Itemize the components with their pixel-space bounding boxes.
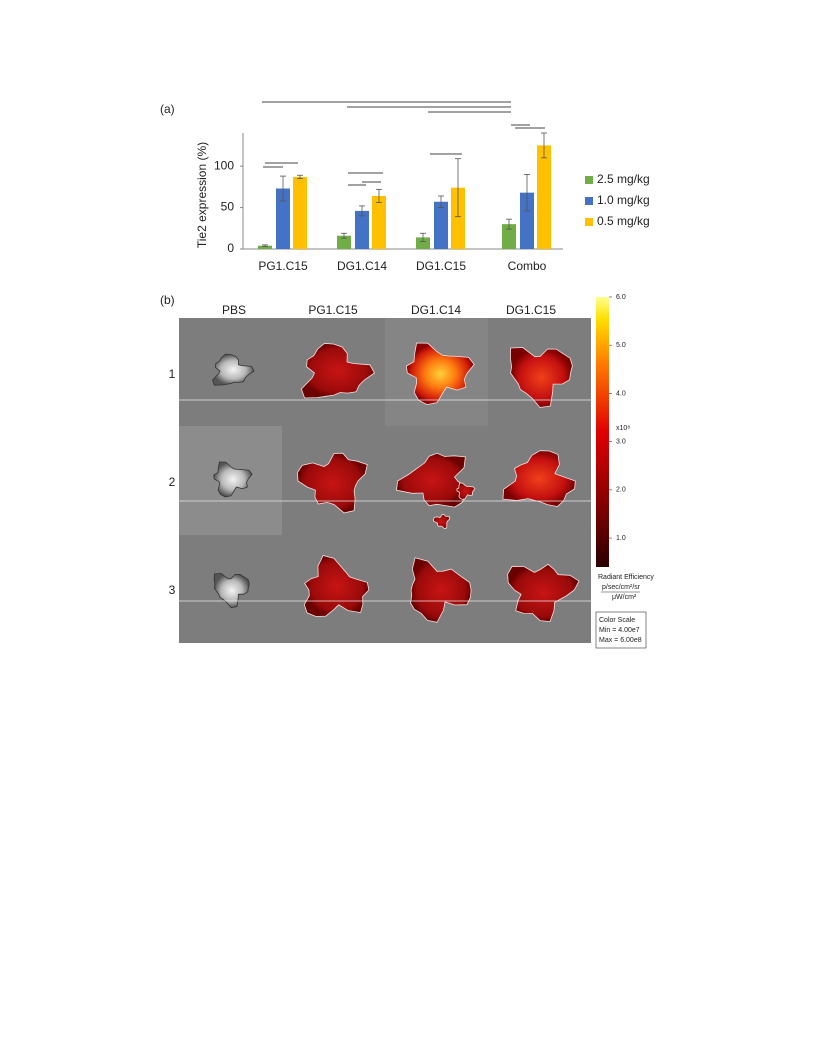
colorbar-tick-label: 3.0 — [616, 438, 626, 445]
tissue-blob — [433, 514, 451, 529]
panel-label: (b) — [160, 293, 175, 307]
bar — [520, 192, 534, 249]
scan-lines — [179, 399, 591, 602]
x-tick-label: DG1.C14 — [337, 259, 387, 273]
error-bar — [376, 188, 382, 204]
tissue-blob — [213, 461, 253, 498]
colorbar-unit-denominator: μW/cm² — [612, 594, 637, 601]
tissue-blob — [456, 482, 476, 500]
error-bar — [341, 232, 347, 239]
tissue-blob — [300, 342, 376, 399]
error-bar — [420, 232, 426, 242]
colorbar-tick-label: 6.0 — [616, 294, 626, 301]
y-tick-label: 50 — [221, 200, 235, 214]
legend-label: 2.5 mg/kg — [597, 172, 650, 186]
bar — [434, 201, 448, 249]
tissue-blob — [509, 347, 573, 408]
error-bar — [297, 174, 303, 179]
legend-swatch — [585, 176, 593, 184]
color-scale-max: Max = 6.00e8 — [599, 637, 642, 644]
bar — [293, 176, 307, 249]
tissue-blob — [212, 353, 255, 386]
y-axis-label: Tie2 expression (%) — [195, 142, 209, 248]
error-bar — [359, 205, 365, 217]
bar — [537, 145, 551, 249]
color-scale-box — [595, 611, 647, 649]
fluorescence-images — [212, 342, 580, 623]
error-bar — [541, 132, 547, 159]
error-bar — [524, 174, 530, 212]
x-tick-label: Combo — [508, 259, 547, 273]
bar — [502, 224, 516, 249]
column-label: PG1.C15 — [308, 303, 358, 317]
tissue-blob — [410, 557, 472, 623]
colorbar-title: Radiant Efficiency — [598, 574, 654, 581]
column-label: DG1.C15 — [506, 303, 556, 317]
bar — [337, 235, 351, 249]
color-bar — [596, 297, 609, 567]
error-bar — [438, 195, 444, 208]
row-label: 1 — [169, 367, 176, 381]
tissue-blob — [396, 452, 468, 508]
error-bar — [506, 218, 512, 230]
legend-swatch — [585, 197, 593, 205]
x-tick-label: DG1.C15 — [416, 259, 466, 273]
error-bar — [280, 175, 286, 202]
bar — [451, 187, 465, 249]
y-tick-label: 100 — [214, 158, 234, 172]
color-scale-min: Min = 4.00e7 — [599, 627, 640, 634]
legend-label: 0.5 mg/kg — [597, 214, 650, 228]
x-tick-label: PG1.C15 — [258, 259, 308, 273]
error-bar — [455, 158, 461, 218]
bar — [258, 245, 272, 249]
y-tick-label: 0 — [227, 241, 234, 255]
colorbar-tick-label: 2.0 — [616, 487, 626, 494]
row-label: 2 — [169, 475, 176, 489]
row-label: 3 — [169, 583, 176, 597]
bar — [372, 195, 386, 249]
bar — [416, 237, 430, 249]
column-label: DG1.C14 — [411, 303, 461, 317]
tissue-blob — [507, 563, 580, 623]
color-scale-title: Color Scale — [599, 617, 635, 624]
tissue-blob — [405, 342, 475, 406]
error-bar — [262, 244, 268, 247]
colorbar-tick-label: 4.0 — [616, 390, 626, 397]
column-label: PBS — [222, 303, 246, 317]
colorbar-unit-numerator: p/sec/cm²/sr — [602, 584, 641, 591]
legend-label: 1.0 mg/kg — [597, 193, 650, 207]
colorbar-tick-label: 1.0 — [616, 535, 626, 542]
bar — [355, 210, 369, 249]
tissue-blob — [296, 452, 368, 514]
colorbar-multiplier: x10⁸ — [616, 425, 630, 432]
bar — [276, 188, 290, 249]
panel-label: (a) — [160, 102, 175, 116]
legend-swatch — [585, 218, 593, 226]
tissue-blob — [213, 573, 250, 609]
significance-lines — [262, 101, 545, 186]
tissue-blob — [502, 450, 576, 508]
colorbar-tick-label: 5.0 — [616, 342, 626, 349]
